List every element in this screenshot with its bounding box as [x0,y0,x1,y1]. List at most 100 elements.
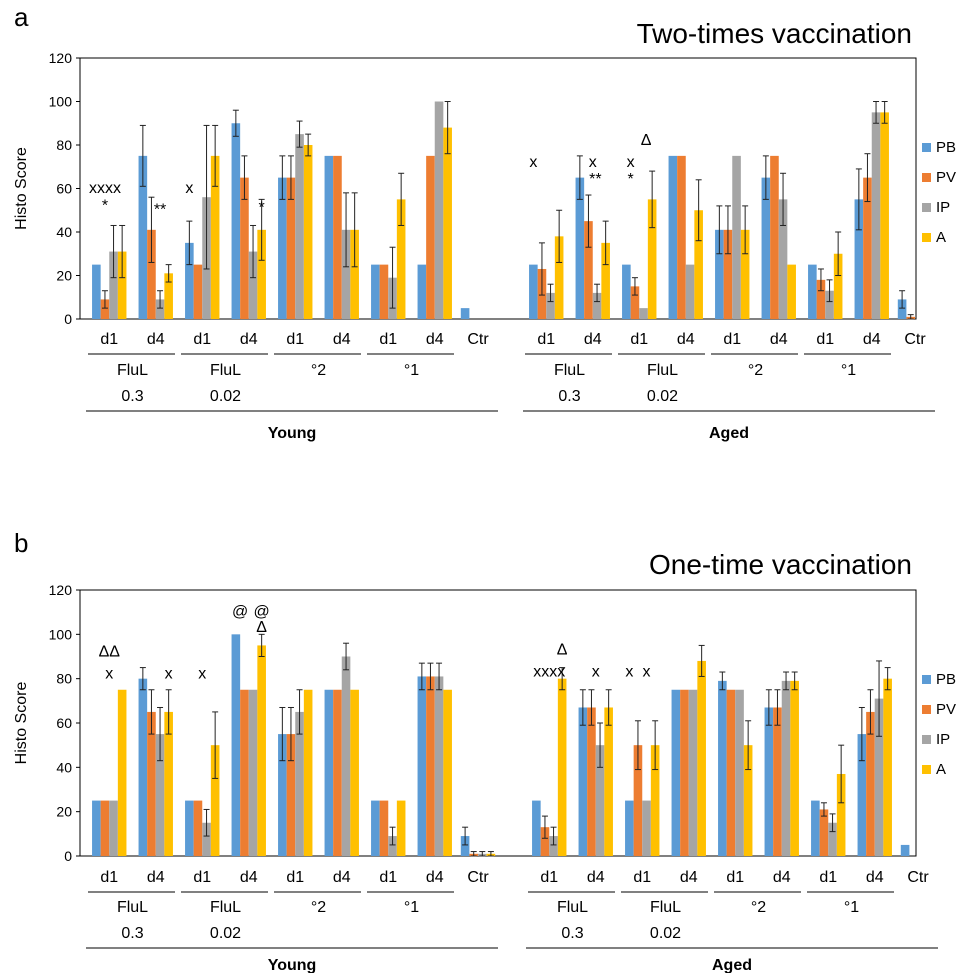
bar-PV [866,711,875,856]
bar-IP [871,112,881,319]
group-label: °1 [844,899,859,916]
bar-PB [417,264,427,319]
bar-IP [778,199,788,319]
group-label: °2 [751,899,766,916]
group-label: °2 [311,899,326,916]
bar-A [554,236,564,319]
bar-IP [341,229,351,319]
bar-IP [825,290,834,319]
category-label: d1 [379,869,397,886]
bar-PV [816,279,826,319]
y-tick-label: 40 [56,759,72,775]
category-label: d4 [240,331,258,348]
y-tick-label: 80 [56,137,72,153]
significance-marker: x [198,666,206,683]
significance-marker: x [105,666,113,683]
significance-marker: ** [589,171,601,188]
bar-IP [735,689,744,856]
bar-A [647,199,657,319]
significance-marker: Δ [557,641,568,658]
bar-PV [677,155,686,319]
bar-A [836,773,846,856]
group-label: FluL [117,899,148,916]
bar-PB [371,800,380,856]
bar-IP [341,656,351,856]
bar-PB [578,707,588,856]
bar-A [117,251,127,319]
group-label: FluL [650,899,681,916]
bar-PV [584,221,593,319]
bar-PB [764,707,774,856]
bar-PB [278,734,287,856]
category-label: d4 [677,331,695,348]
bar-IP [592,292,602,319]
significance-marker: ** [154,202,166,219]
y-tick-label: 0 [64,848,72,864]
bar-PB [138,155,148,319]
bar-A [697,660,706,856]
panel-label: a [14,2,29,32]
bar-PB [857,734,867,856]
y-tick-label: 20 [56,268,72,284]
legend-swatch-A [922,765,931,774]
category-label: d4 [147,331,165,348]
bar-A [557,678,567,856]
category-label: d1 [723,331,741,348]
category-label: d1 [633,869,651,886]
bar-PV [680,689,689,856]
bar-A [396,800,406,856]
bar-IP [295,134,304,319]
category-label: d4 [333,869,351,886]
significance-marker: * [259,199,265,216]
control-label: Ctr [904,331,926,348]
bar-A [443,127,452,319]
category-label: d1 [816,331,834,348]
category-label: d1 [540,869,558,886]
bar-PV [333,155,342,319]
bar-A [164,273,173,319]
chart-panel-b: b One-time vaccination 0 20 40 60 80 100 120 Hist… [13,528,956,973]
bar-PB [897,299,907,319]
group-label: °1 [841,362,856,379]
bar-PV [379,264,389,319]
legend-label-PV: PV [936,169,956,186]
bar-PB [854,199,864,319]
legend-swatch-PB [922,143,931,152]
bar-A [303,689,313,856]
group-label: FluL [557,899,588,916]
group-label: 0.02 [210,388,241,405]
bar-A [650,745,660,856]
chart-title: Two-times vaccination [637,18,912,49]
y-tick-label: 100 [49,94,73,110]
y-tick-label: 60 [56,181,72,197]
y-tick-label: 120 [49,582,73,598]
legend-label-A: A [936,761,946,778]
bar-IP [109,251,118,319]
bar-A [257,229,266,319]
bar-A [601,242,610,319]
category-label: d1 [193,869,211,886]
bar-IP [295,711,304,856]
bar-PV [587,707,596,856]
bar-PB [371,264,380,319]
bar-PB [811,800,820,856]
legend-label-PB: PB [936,139,956,156]
legend-swatch-A [922,233,931,242]
legend-label-IP: IP [936,199,950,216]
bar-A [883,678,892,856]
significance-marker: x [643,663,651,680]
bar-PV [333,689,342,856]
y-tick-label: 20 [56,804,72,820]
panel-label: b [14,528,28,558]
bar-PB [324,689,334,856]
category-label: d4 [240,869,258,886]
group-label: 0.02 [210,925,241,942]
bar-A [210,745,220,856]
bar-A [740,229,750,319]
bar-PB [231,123,241,319]
category-label: d4 [587,869,605,886]
bar-IP [781,680,791,856]
category-label: d1 [100,331,118,348]
bar-PV [633,745,643,856]
